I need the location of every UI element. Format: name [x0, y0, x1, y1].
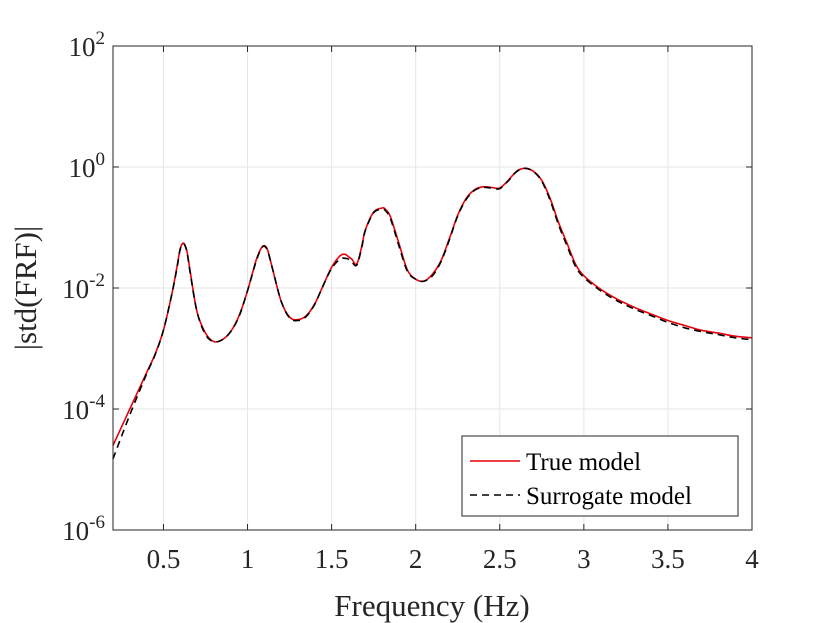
y-tick-base: 10: [62, 395, 89, 425]
legend-box: [461, 435, 739, 517]
legend: True model Surrogate model: [461, 435, 739, 517]
y-tick-label: 10-6: [62, 512, 105, 546]
y-tick-exponent: 2: [96, 28, 106, 49]
legend-label-surrogate-model: Surrogate model: [526, 483, 692, 510]
tick-layer: [113, 45, 753, 531]
x-tick-label: 4: [745, 544, 759, 574]
y-axis-label: |std(FRF)|: [8, 226, 43, 350]
x-tick-label: 3.5: [651, 544, 685, 574]
x-tick-label: 2: [409, 544, 423, 574]
x-tick-label: 1: [241, 544, 255, 574]
x-tick-label: 3: [577, 544, 591, 574]
y-tick-exponent: 0: [96, 149, 106, 170]
x-tick-label: 0.5: [147, 544, 181, 574]
legend-label-true-model: True model: [526, 449, 641, 476]
y-tick-base: 10: [69, 153, 96, 183]
series-line-surrogate-model: [112, 167, 753, 460]
x-tick-label: 1.5: [315, 544, 349, 574]
y-tick-base: 10: [62, 274, 89, 304]
y-tick-exponent: -6: [89, 512, 105, 533]
y-tick-label: 10-2: [62, 270, 105, 304]
y-tick-base: 10: [69, 32, 96, 62]
x-tick-label: 2.5: [483, 544, 517, 574]
y-tick-label: 10-4: [62, 391, 105, 425]
y-tick-label: 102: [69, 28, 106, 62]
x-axis-label: Frequency (Hz): [334, 588, 529, 623]
y-tick-label: 100: [69, 149, 106, 183]
series-layer: [112, 167, 753, 460]
y-tick-exponent: -4: [89, 391, 105, 412]
y-tick-exponent: -2: [89, 270, 105, 291]
y-tick-base: 10: [62, 516, 89, 546]
